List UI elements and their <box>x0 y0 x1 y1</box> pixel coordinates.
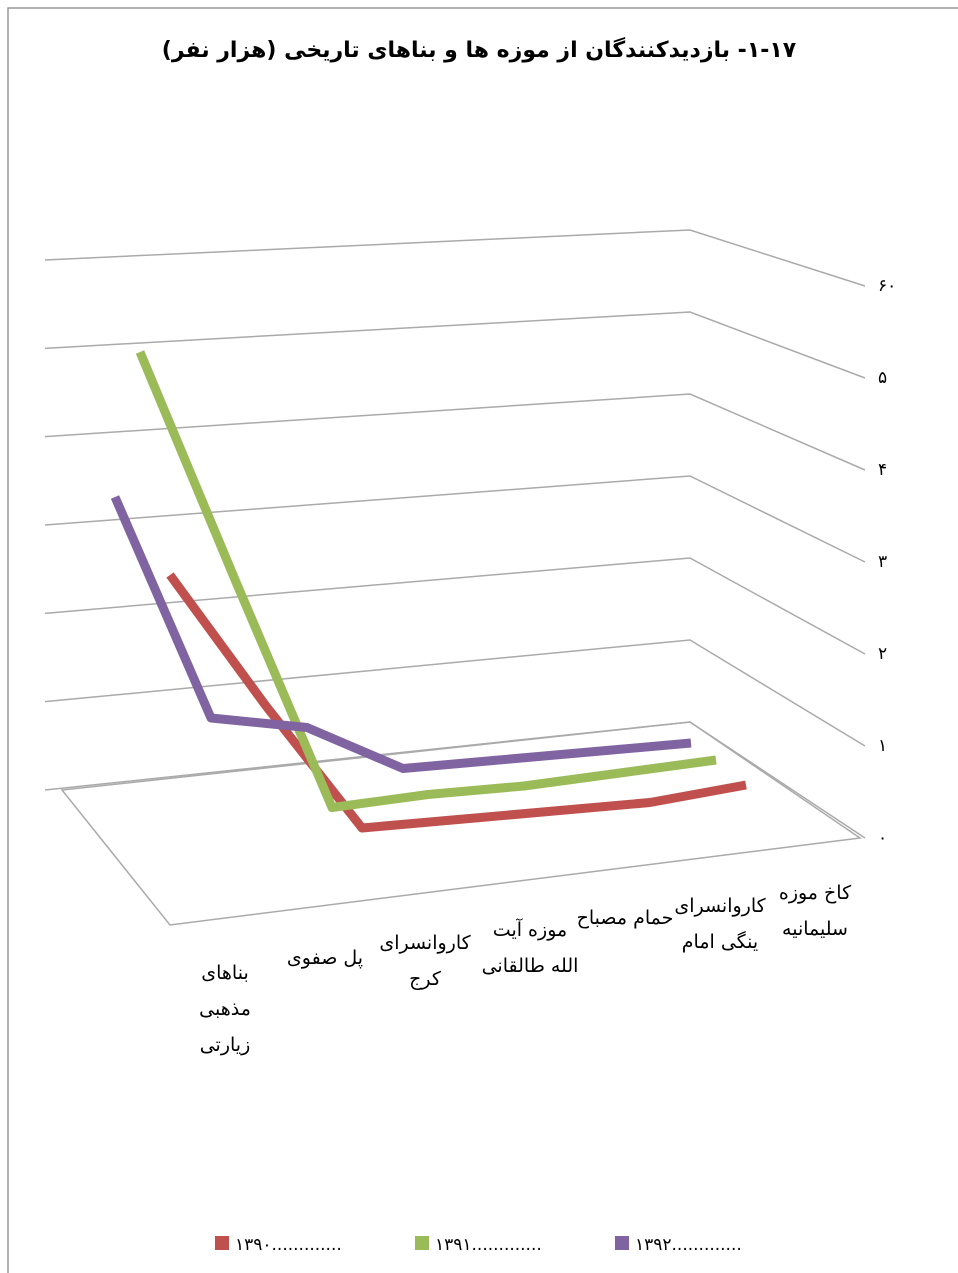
x-tick-label: کاروانسرای کرج <box>379 932 471 990</box>
series-line <box>135 350 717 812</box>
frame <box>7 7 958 1273</box>
y-tick-label: ۰ <box>878 828 887 848</box>
y-tick-label: ۱ <box>878 736 887 756</box>
series-line <box>110 495 692 773</box>
grid-line <box>44 393 866 471</box>
legend-swatch <box>615 1236 629 1250</box>
grid-line <box>44 229 866 287</box>
x-tick-label: حمام مصباح <box>576 907 674 929</box>
y-tick-label: ۵ <box>878 368 887 388</box>
x-tick-label: کاروانسرای ینگی امام <box>674 895 766 953</box>
y-tick-label: ۲ <box>878 644 887 664</box>
x-tick-label: موزه آیت الله طالقانی <box>481 919 579 977</box>
x-tick-label: پل صفوی <box>286 947 364 969</box>
y-tick-label: ۶۰ <box>878 276 896 296</box>
x-tick-label: کاخ موزه سلیمانیه <box>778 882 852 940</box>
x-tick-label: بناهای مذهبی زیارتی <box>199 962 251 1056</box>
legend-swatch <box>415 1236 429 1250</box>
legend-label: ۱۳۹۲............. <box>635 1235 742 1255</box>
legend-label: ۱۳۹۰............. <box>235 1235 342 1255</box>
series-line <box>166 572 747 833</box>
grid-line <box>44 639 866 747</box>
legend-swatch <box>215 1236 229 1250</box>
grid-line <box>44 311 866 379</box>
y-tick-label: ۴ <box>878 460 887 480</box>
chart-title: ۱-۱۷- بازدیدکنندگان از موزه ها و بناهای … <box>161 38 797 63</box>
y-tick-label: ۳ <box>878 552 887 572</box>
grid-line <box>44 557 866 655</box>
grid-line <box>44 475 866 563</box>
legend-label: ۱۳۹۱............. <box>435 1235 542 1255</box>
grid-line <box>44 721 866 839</box>
